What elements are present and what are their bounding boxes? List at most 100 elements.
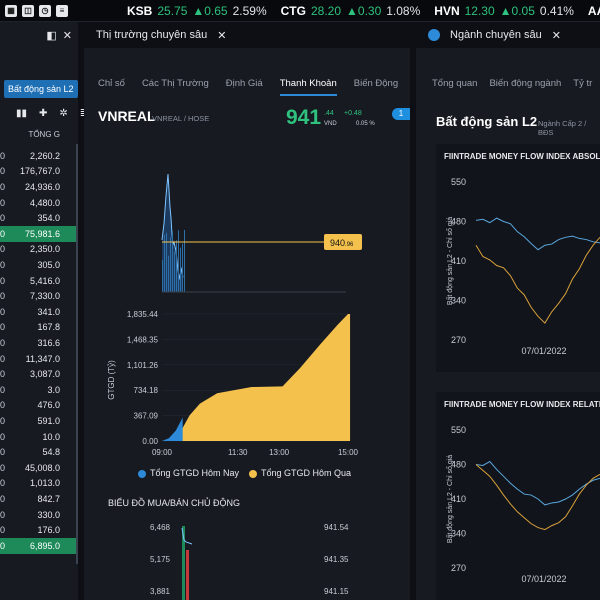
row-change: 0	[0, 525, 6, 536]
table-row[interactable]: 0 3,087.0	[0, 366, 78, 382]
mid-panel-title[interactable]: Thị trường chuyên sâu	[96, 29, 208, 41]
price-decimal: .44	[324, 110, 334, 117]
price-change: +0.48	[344, 110, 362, 117]
y-tick-label: 340	[451, 296, 466, 306]
row-change: 0	[0, 197, 6, 208]
table-row[interactable]: 0 45,008.0	[0, 460, 78, 476]
table-row[interactable]: 0 4,480.0	[0, 195, 78, 211]
ticker-percent: 1.08%	[386, 3, 421, 18]
row-change: 0	[0, 400, 6, 411]
table-row[interactable]: 0 591.0	[0, 413, 78, 429]
currency: VND	[324, 121, 337, 127]
table-row[interactable]: 0 10.0	[0, 429, 78, 445]
row-total: 2,350.0	[29, 244, 60, 255]
table-row[interactable]: 0 1,013.0	[0, 476, 78, 492]
row-change: 0	[0, 493, 6, 504]
reference-label-decimal: .96	[345, 242, 354, 248]
active-buy-sell-title: BIỂU ĐỒ MUA/BÁN CHỦ ĐỘNG	[108, 498, 241, 508]
ticker-item[interactable]: AAA10.30	[588, 4, 600, 18]
symbol-exchange: VNREAL / HOSE	[152, 114, 210, 123]
ticker-item[interactable]: CTG 28.20 ▲0.30 1.08%	[281, 4, 421, 18]
table-row[interactable]: 0 354.0	[0, 210, 78, 226]
close-icon[interactable]: ✕	[217, 29, 227, 42]
table-row[interactable]: 0 330.0	[0, 507, 78, 523]
ticker-price: 12.30	[464, 3, 495, 18]
table-row[interactable]: 0 842.7	[0, 491, 78, 507]
chart-legend: Tổng GTGD Hôm Nay Tổng GTGD Hôm Qua	[138, 468, 351, 478]
legend-yesterday[interactable]: Tổng GTGD Hôm Qua	[249, 468, 351, 478]
right-tab-1[interactable]: Biến động ngành	[489, 78, 562, 89]
table-row[interactable]: 0 476.0	[0, 398, 78, 414]
row-total: 341.0	[37, 306, 60, 317]
sector-dropdown[interactable]: Bất động sản L2	[4, 80, 78, 98]
table-row[interactable]: 0 2,350.0	[0, 242, 78, 258]
bar-chart-icon[interactable]: ▮▮	[16, 108, 28, 119]
table-row[interactable]: 0 341.0	[0, 304, 78, 320]
right-panel-title[interactable]: Ngành chuyên sâu	[450, 29, 542, 41]
popout-icon[interactable]: ◧	[46, 29, 57, 42]
y-tick-label: 1,468.35	[127, 335, 159, 344]
reference-label-bg	[324, 234, 362, 250]
right-tabs: Tổng quan Biến động ngành Tỷ tr	[416, 78, 600, 96]
add-icon[interactable]: ✚	[39, 108, 48, 119]
ticker-price: 25.75	[157, 3, 188, 18]
ticker-symbol: HVN	[434, 3, 460, 18]
y-tick-label: 270	[451, 563, 466, 573]
table-row[interactable]: 0 305.0	[0, 257, 78, 273]
intraday-area	[162, 174, 183, 292]
calendar-icon[interactable]: ▦	[5, 4, 17, 17]
menu-icon[interactable]: ≡	[56, 4, 68, 17]
table-row[interactable]: 0 54.8	[0, 444, 78, 460]
grid-icon[interactable]: ◫	[22, 4, 34, 17]
right-tab-0[interactable]: Tổng quan	[432, 78, 478, 89]
toggle-button[interactable]: 1	[392, 108, 410, 120]
ticker-item[interactable]: KSB 25.75 ▲0.65 2.59%	[127, 4, 267, 18]
tab-4[interactable]: Biến Động	[353, 78, 399, 89]
ticker-item[interactable]: HVN 12.30 ▲0.05 0.41%	[434, 4, 574, 18]
row-change: 0	[0, 322, 6, 333]
table-row[interactable]: 0 7,330.0	[0, 288, 78, 304]
close-icon[interactable]: ✕	[62, 29, 72, 42]
mid-tab: Thị trường chuyên sâu ✕	[84, 22, 410, 48]
table-row[interactable]: 0 75,981.6	[0, 226, 78, 242]
x-tick-label: 11:30	[228, 448, 248, 457]
legend-today-dot	[138, 469, 146, 478]
row-total: 842.7	[37, 493, 60, 504]
volume-bar	[164, 234, 165, 292]
tab-1[interactable]: Các Thị Trường	[141, 78, 209, 89]
row-change: 0	[0, 228, 6, 239]
row-change: 0	[0, 337, 6, 348]
tab-3[interactable]: Thanh Khoản	[279, 78, 337, 96]
clock-icon[interactable]: ◷	[39, 4, 51, 17]
mini-price-label: 941.35	[324, 555, 349, 564]
tab-2[interactable]: Định Giá	[225, 78, 263, 89]
table-row[interactable]: 0 3.0	[0, 382, 78, 398]
list-icon[interactable]: ≣	[80, 108, 88, 122]
row-change: 0	[0, 306, 6, 317]
table-row[interactable]: 0 176,767.0	[0, 164, 78, 180]
row-total: 176,767.0	[19, 166, 60, 177]
gear-icon[interactable]: ✲	[59, 108, 68, 119]
volume-bar	[168, 255, 169, 292]
table-row[interactable]: 0 24,936.0	[0, 179, 78, 195]
table-row[interactable]: 0 6,895.0	[0, 538, 78, 554]
y-tick-label: 340	[451, 529, 466, 539]
market-depth-panel	[84, 48, 410, 600]
close-icon[interactable]: ✕	[551, 29, 561, 42]
right-tab-2[interactable]: Tỷ tr	[573, 78, 593, 89]
table-row[interactable]: 0 176.0	[0, 522, 78, 538]
ticker-percent: 2.59%	[232, 3, 267, 18]
table-row[interactable]: 0 11,347.0	[0, 351, 78, 367]
row-change: 0	[0, 259, 6, 270]
ticker-symbol: AAA	[587, 3, 600, 18]
table-row[interactable]: 0 2,260.2	[0, 148, 78, 164]
scrollbar[interactable]	[76, 144, 78, 564]
left-toolbar: ▮▮ ✚ ✲ ≣	[0, 108, 88, 122]
sector-subheading: Ngành Cấp 2 / BĐS	[538, 119, 587, 137]
table-row[interactable]: 0 316.6	[0, 335, 78, 351]
row-change: 0	[0, 447, 6, 458]
tab-0[interactable]: Chỉ số	[98, 78, 125, 89]
table-row[interactable]: 0 5,416.0	[0, 273, 78, 289]
legend-today[interactable]: Tổng GTGD Hôm Nay	[138, 468, 239, 478]
table-row[interactable]: 0 167.8	[0, 320, 78, 336]
